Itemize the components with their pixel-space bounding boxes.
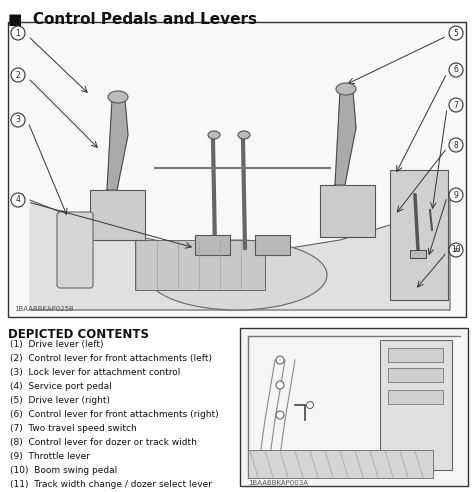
Text: (11)  Track width change / dozer select lever: (11) Track width change / dozer select l… — [10, 480, 212, 489]
Text: 4: 4 — [16, 196, 20, 205]
FancyBboxPatch shape — [57, 212, 93, 288]
Ellipse shape — [208, 131, 220, 139]
Text: 5: 5 — [454, 29, 458, 37]
Text: (10)  Boom swing pedal: (10) Boom swing pedal — [10, 466, 117, 475]
Circle shape — [449, 26, 463, 40]
Ellipse shape — [238, 131, 250, 139]
Text: 9: 9 — [454, 190, 458, 200]
Text: 1: 1 — [16, 29, 20, 37]
Circle shape — [449, 138, 463, 152]
Ellipse shape — [336, 83, 356, 95]
Ellipse shape — [108, 91, 128, 103]
Text: 7: 7 — [454, 101, 458, 109]
Text: 8: 8 — [454, 141, 458, 149]
Polygon shape — [335, 92, 356, 185]
Text: (6)  Control lever for front attachments (right): (6) Control lever for front attachments … — [10, 410, 219, 419]
Text: (9)  Throttle lever: (9) Throttle lever — [10, 452, 90, 461]
Bar — [135, 240, 265, 290]
Bar — [8, 22, 466, 317]
Bar — [248, 450, 433, 478]
Circle shape — [11, 26, 25, 40]
Polygon shape — [107, 100, 128, 190]
Text: 2: 2 — [16, 70, 20, 79]
Bar — [388, 368, 443, 382]
Text: 6: 6 — [454, 66, 458, 74]
Ellipse shape — [147, 240, 327, 310]
Text: (1)  Drive lever (left): (1) Drive lever (left) — [10, 340, 103, 349]
Text: (5)  Drive lever (right): (5) Drive lever (right) — [10, 396, 110, 405]
Text: ■  Control Pedals and Levers: ■ Control Pedals and Levers — [8, 12, 257, 27]
Text: (3)  Lock lever for attachment control: (3) Lock lever for attachment control — [10, 368, 181, 377]
Circle shape — [276, 411, 284, 419]
Text: 10: 10 — [452, 247, 460, 252]
Circle shape — [449, 63, 463, 77]
Circle shape — [11, 193, 25, 207]
Bar — [255, 235, 290, 255]
Bar — [195, 235, 230, 255]
Text: (2)  Control lever for front attachments (left): (2) Control lever for front attachments … — [10, 354, 212, 363]
Circle shape — [11, 113, 25, 127]
Text: 1BAABBKAP025B: 1BAABBKAP025B — [14, 306, 74, 312]
Bar — [390, 170, 448, 300]
Bar — [388, 390, 443, 404]
Text: 1BAABBKAP003A: 1BAABBKAP003A — [248, 480, 308, 486]
Circle shape — [449, 188, 463, 202]
Bar — [410, 250, 426, 258]
Text: 10: 10 — [451, 246, 461, 254]
Circle shape — [276, 381, 284, 389]
Circle shape — [449, 243, 463, 257]
Text: 3: 3 — [16, 115, 20, 125]
Text: (4)  Service port pedal: (4) Service port pedal — [10, 382, 112, 391]
Bar — [380, 340, 452, 470]
Bar — [320, 185, 375, 237]
Bar — [240, 328, 468, 486]
Circle shape — [307, 401, 313, 409]
Circle shape — [11, 68, 25, 82]
Bar — [388, 348, 443, 362]
Text: (8)  Control lever for dozer or track width: (8) Control lever for dozer or track wid… — [10, 438, 197, 447]
Bar — [90, 190, 145, 240]
Text: (7)  Two travel speed switch: (7) Two travel speed switch — [10, 424, 137, 433]
Polygon shape — [30, 200, 450, 310]
Circle shape — [276, 356, 284, 364]
Text: DEPICTED CONTENTS: DEPICTED CONTENTS — [8, 328, 149, 341]
Circle shape — [449, 98, 463, 112]
